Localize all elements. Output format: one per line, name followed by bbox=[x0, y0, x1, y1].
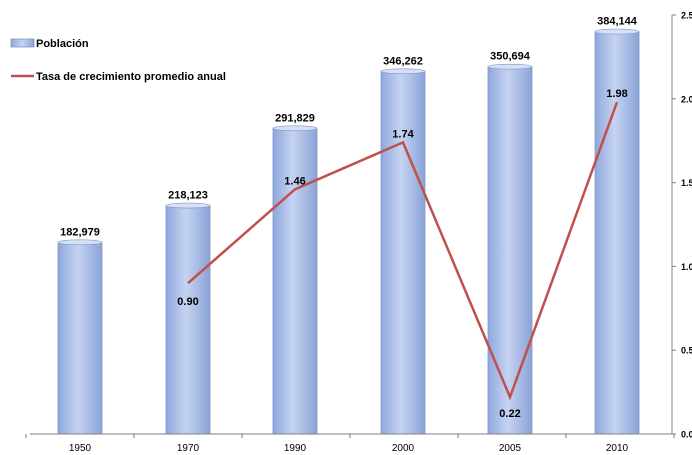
line-value-label: 0.22 bbox=[499, 408, 520, 420]
bar-value-label: 384,144 bbox=[597, 16, 638, 28]
axis-layer: 1950 1970 1990 2000 2005 2010 0.0 0.5 1.0 1.5 2.0 2… bbox=[25, 11, 692, 454]
right-y-tick-label: 1.5 bbox=[681, 178, 692, 188]
legend: Población Tasa de crecimiento promedio a… bbox=[10, 38, 226, 83]
legend-label-tasa: Tasa de crecimiento promedio anual bbox=[36, 71, 226, 83]
right-y-tick-label: 2.0 bbox=[681, 94, 692, 104]
bars-layer bbox=[57, 28, 640, 435]
growth-rate-line bbox=[187, 101, 619, 401]
legend-label-poblacion: Población bbox=[36, 38, 89, 50]
x-tick-label: 2005 bbox=[499, 443, 522, 454]
x-tick-label: 1950 bbox=[69, 443, 92, 454]
right-y-tick-label: 1.0 bbox=[681, 262, 692, 272]
bar-cap-2010 bbox=[594, 28, 640, 35]
bar-1970 bbox=[165, 205, 211, 435]
line-value-label: 1.98 bbox=[606, 88, 627, 100]
line-value-label: 1.74 bbox=[392, 128, 414, 140]
labels-layer: 182,979 218,123 291,829 346,262 350,694 384,1… bbox=[60, 16, 638, 421]
bar-value-label: 182,979 bbox=[60, 226, 100, 238]
bar-value-label: 350,694 bbox=[490, 51, 531, 63]
bar-value-label: 291,829 bbox=[275, 112, 315, 124]
x-tick-label: 2000 bbox=[392, 443, 415, 454]
bar-2000 bbox=[380, 70, 426, 435]
bar-value-label: 218,123 bbox=[168, 190, 208, 202]
line-value-label: 1.46 bbox=[284, 175, 305, 187]
bar-1950 bbox=[57, 241, 103, 435]
right-y-tick-label: 0.0 bbox=[681, 430, 692, 440]
x-tick-label: 1990 bbox=[284, 443, 307, 454]
x-tick-label: 1970 bbox=[177, 443, 200, 454]
x-tick-label: 2010 bbox=[606, 443, 629, 454]
right-y-tick-label: 2.5 bbox=[681, 11, 692, 21]
line-value-label: 0.90 bbox=[177, 296, 198, 308]
bar-cap-1950 bbox=[57, 239, 103, 246]
bar-cap-2005 bbox=[487, 63, 533, 70]
right-y-tick-label: 0.5 bbox=[681, 346, 692, 356]
bar-value-label: 346,262 bbox=[383, 55, 423, 67]
line-layer bbox=[187, 101, 619, 401]
bar-cap-1990 bbox=[272, 125, 318, 132]
legend-swatch-poblacion bbox=[10, 38, 35, 48]
bar-2010 bbox=[594, 31, 640, 435]
bar-cap-1970 bbox=[165, 202, 211, 209]
bar-1990 bbox=[272, 127, 318, 435]
bar-cap-2000 bbox=[380, 68, 426, 75]
bar-2005 bbox=[487, 66, 533, 435]
